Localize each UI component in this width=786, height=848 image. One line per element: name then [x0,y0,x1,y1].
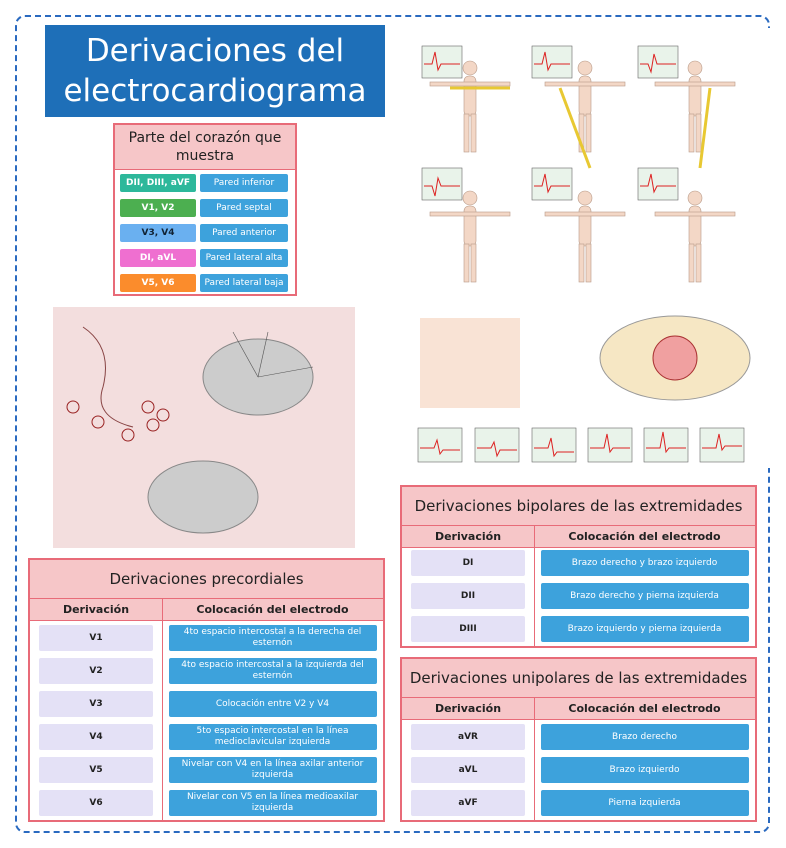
precordial-table: Derivaciones precordiales Derivación Coloc… [28,558,385,822]
wall-name: Pared lateral alta [200,249,288,267]
unipolar-table: Derivaciones unipolares de las extremida… [400,657,757,822]
divider [534,526,535,646]
lead-name: V6 [39,790,153,816]
electrode-placement: Brazo derecho y pierna izquierda [540,583,749,609]
bipolar-table: Derivaciones bipolares de las extremidad… [400,485,757,648]
table-title: Derivaciones precordiales [30,560,383,599]
lead-name: aVL [411,757,525,783]
table-title: Derivaciones unipolares de las extremida… [402,659,755,698]
lead-group: V1, V2 [120,199,196,217]
column-header: Colocación del electrodo [534,526,755,548]
precordial-diagram [53,307,355,548]
electrode-placement: Nivelar con V5 en la línea medioaxilar i… [168,790,377,816]
electrode-placement: Brazo derecho [540,724,749,750]
lead-name: V5 [39,757,153,783]
electrode-placement: Pierna izquierda [540,790,749,816]
lead-name: V3 [39,691,153,717]
column-header: Colocación del electrodo [162,599,383,621]
electrode-placement: 4to espacio intercostal a la derecha del… [168,625,377,651]
electrode-placement: Brazo derecho y brazo izquierdo [540,550,749,576]
electrode-placement: Colocación entre V2 y V4 [168,691,377,717]
wall-name: Pared septal [200,199,288,217]
lead-name: DII [411,583,525,609]
electrode-placement: Brazo izquierdo [540,757,749,783]
table-title: Parte del corazón que muestra [115,125,295,170]
main-title: Derivaciones del electrocardiograma [45,25,385,117]
column-header: Derivación [30,599,162,621]
divider [534,698,535,820]
lead-group: V3, V4 [120,224,196,242]
divider [162,599,163,820]
ecg-leads-figure [410,28,772,468]
column-header: Colocación del electrodo [534,698,755,720]
lead-name: DIII [411,616,525,642]
electrode-placement: Nivelar con V4 en la línea axilar anteri… [168,757,377,783]
lead-group: V5, V6 [120,274,196,292]
lead-name: aVF [411,790,525,816]
lead-name: V2 [39,658,153,684]
lead-name: DI [411,550,525,576]
lead-group: DI, aVL [120,249,196,267]
wall-name: Pared anterior [200,224,288,242]
lead-group: DII, DIII, aVF [120,174,196,192]
column-header: Derivación [402,526,534,548]
column-header: Derivación [402,698,534,720]
electrode-placement: 4to espacio intercostal a la izquierda d… [168,658,377,684]
electrode-placement: Brazo izquierdo y pierna izquierda [540,616,749,642]
lead-name: V1 [39,625,153,651]
table-title: Derivaciones bipolares de las extremidad… [402,487,755,526]
heart-table: Parte del corazón que muestra DII, DIII, … [113,123,297,296]
lead-name: aVR [411,724,525,750]
wall-name: Pared lateral baja [200,274,288,292]
lead-name: V4 [39,724,153,750]
electrode-placement: 5to espacio intercostal en la línea medi… [168,724,377,750]
wall-name: Pared inferior [200,174,288,192]
